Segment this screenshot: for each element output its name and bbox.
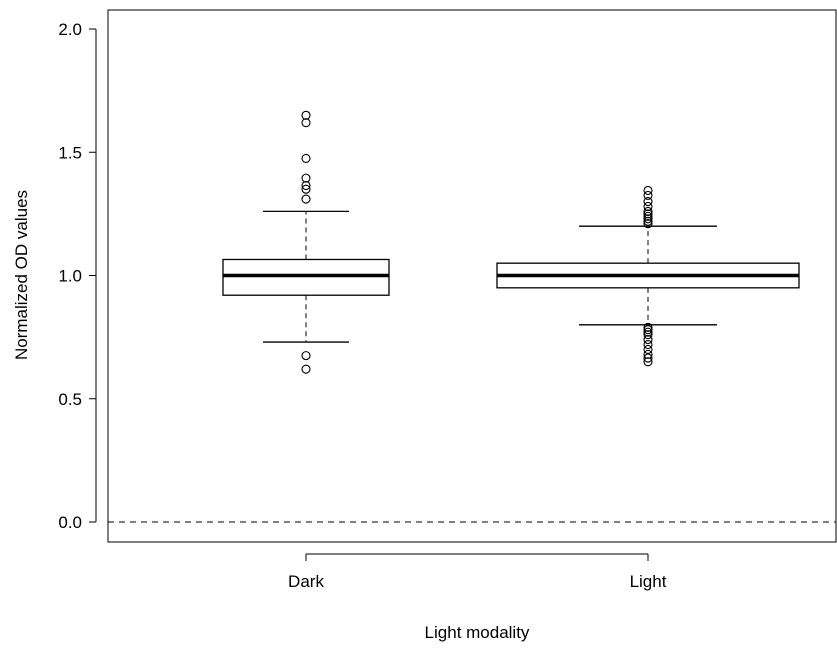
dark-outlier-point: [301, 351, 311, 361]
light-outlier-point: [643, 201, 653, 212]
light-outlier-point: [643, 185, 653, 196]
light-outlier-point: [643, 353, 653, 363]
x-axis-ticks: Dark Light: [288, 554, 667, 591]
light-outlier-point: [643, 349, 653, 359]
light-outlier-point: [643, 327, 653, 337]
dark-outlier-point: [301, 194, 311, 204]
y-tick-label: 1.0: [58, 267, 82, 286]
y-axis-title: Normalized OD values: [12, 190, 31, 360]
light-outlier-point: [643, 357, 653, 367]
dark-outlier-point: [301, 153, 311, 163]
dark-outlier-point: [301, 184, 311, 194]
dark-outlier-point: [301, 173, 311, 183]
x-tick-label: Light: [630, 572, 667, 591]
light-outlier-point: [643, 197, 653, 207]
light-outlier-point: [643, 216, 653, 226]
light-outlier-point: [643, 209, 653, 219]
light-outlier-point: [643, 190, 653, 200]
light-outlier-point: [643, 219, 653, 229]
y-tick-label: 0.0: [58, 513, 82, 532]
light-outlier-point: [643, 339, 653, 350]
dark-box: [222, 258, 390, 296]
y-tick-label: 0.5: [58, 390, 82, 409]
dark-outlier-point: [301, 180, 311, 191]
x-tick-label: Dark: [288, 572, 324, 591]
y-axis-ticks: 0.0 0.5 1.0 1.5 2.0: [58, 20, 96, 532]
plot-frame: [107, 9, 837, 543]
light-outlier-point: [643, 335, 653, 345]
light-outlier-point: [643, 322, 653, 332]
y-tick-label: 1.5: [58, 143, 82, 162]
dark-outlier-point: [301, 110, 311, 120]
dark-outlier-point: [301, 118, 311, 128]
light-outlier-point: [643, 330, 653, 340]
light-outlier-point: [643, 344, 653, 355]
light-outlier-point: [643, 325, 653, 335]
y-tick-label: 2.0: [58, 20, 82, 39]
x-axis-title: Light modality: [425, 623, 530, 642]
light-outlier-point: [643, 211, 653, 221]
light-outlier-point: [643, 206, 653, 216]
boxes-group: [222, 110, 800, 374]
dark-outlier-point: [301, 364, 311, 374]
light-outlier-point: [643, 214, 653, 224]
